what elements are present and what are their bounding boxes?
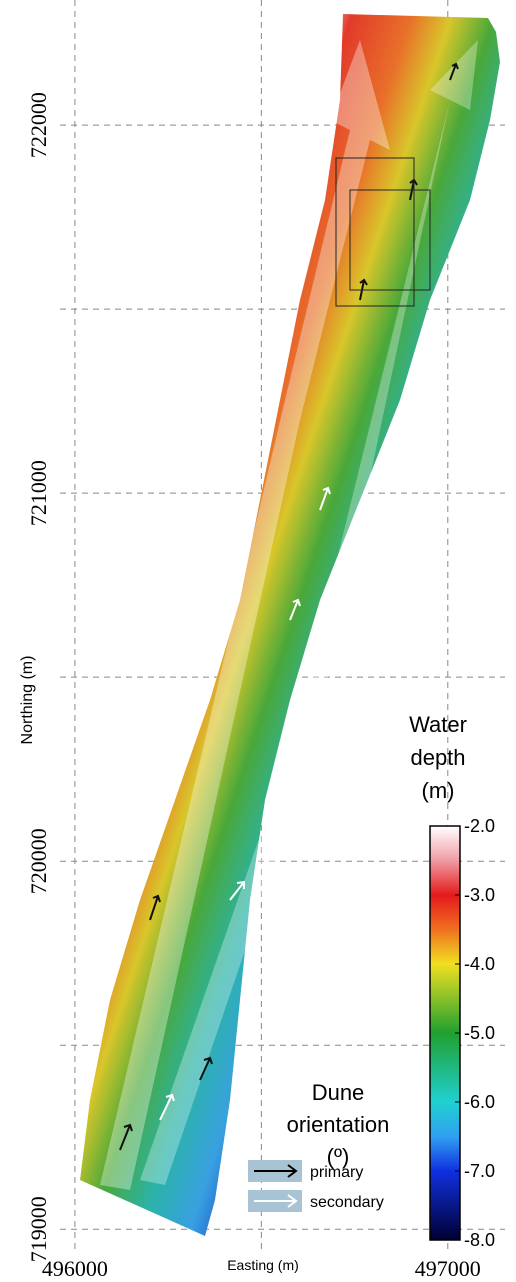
figure: 496000 497000 719000 720000 721000 722000 Eas…	[0, 0, 516, 1282]
colorbar-title: (m)	[422, 778, 455, 803]
y-axis-label: Northing (m)	[19, 656, 36, 745]
colorbar-tick-label: -5.0	[464, 1023, 495, 1043]
x-tick-label: 497000	[415, 1256, 481, 1281]
legend-title: Dune	[312, 1080, 365, 1105]
trend-arrow	[100, 40, 390, 1190]
y-tick-label: 719000	[26, 1196, 51, 1262]
legend-title: orientation	[287, 1112, 390, 1137]
colorbar: -2.0 -3.0 -4.0 -5.0 -6.0 -7.0 -8.0 Water depth (m…	[409, 712, 495, 1250]
y-tick-label: 721000	[26, 460, 51, 526]
colorbar-tick-label: -2.0	[464, 816, 495, 836]
x-axis-label: Easting (m)	[227, 1257, 299, 1273]
y-tick-label: 722000	[26, 92, 51, 158]
legend-label: primary	[310, 1164, 363, 1181]
y-tick-label: 720000	[26, 828, 51, 894]
colorbar-tick-label: -3.0	[464, 885, 495, 905]
colorbar-tick-label: -4.0	[464, 954, 495, 974]
colorbar-title: depth	[410, 745, 465, 770]
legend-label: secondary	[310, 1194, 384, 1211]
x-tick-label: 496000	[42, 1256, 108, 1281]
colorbar-tick-label: -7.0	[464, 1161, 495, 1181]
colorbar-tick-label: -6.0	[464, 1092, 495, 1112]
colorbar-tick-label: -8.0	[464, 1230, 495, 1250]
colorbar-title: Water	[409, 712, 467, 737]
